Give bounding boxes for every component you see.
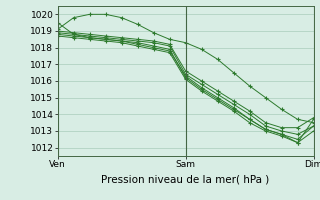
X-axis label: Pression niveau de la mer( hPa ): Pression niveau de la mer( hPa ) xyxy=(101,175,270,185)
